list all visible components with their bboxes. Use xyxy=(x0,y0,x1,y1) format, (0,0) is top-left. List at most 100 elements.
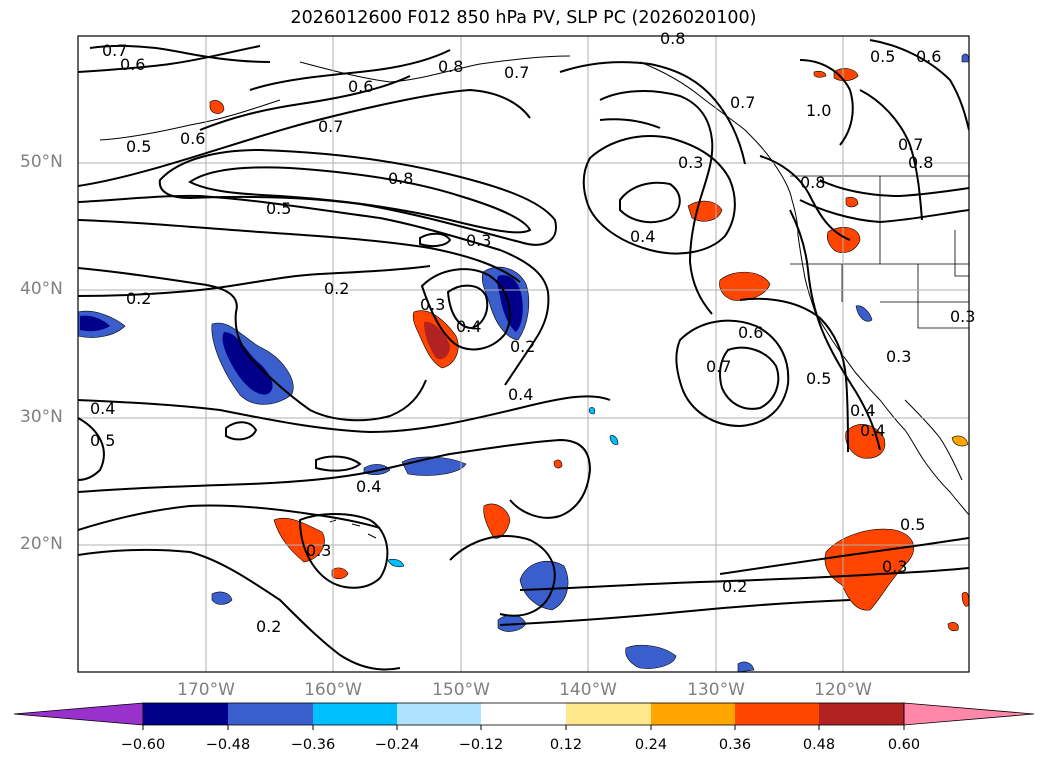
contour-label: 0.6 xyxy=(738,323,763,342)
contour-label: 0.6 xyxy=(120,55,145,74)
hawaii-island xyxy=(329,519,377,539)
contour-line xyxy=(158,148,557,246)
contour-line xyxy=(599,118,661,129)
contour-label: 0.2 xyxy=(256,617,281,636)
contour-label: 0.5 xyxy=(126,137,151,156)
lon-label: 140°W xyxy=(559,680,617,700)
negative-pv-blob xyxy=(961,53,969,63)
state-borders xyxy=(790,176,969,329)
contour-label: 0.7 xyxy=(898,135,923,154)
contour-label: 0.4 xyxy=(850,401,875,420)
contour-line xyxy=(789,209,881,451)
positive-pv-blob xyxy=(813,70,827,78)
lat-label: 50°N xyxy=(20,152,63,172)
colorbar-outline xyxy=(142,702,905,726)
contour-label: 0.3 xyxy=(678,153,703,172)
contour-label: 0.4 xyxy=(356,477,381,496)
contour-line xyxy=(78,219,521,283)
contour-line xyxy=(249,49,451,91)
contour-line xyxy=(519,567,969,591)
contour-label: 0.2 xyxy=(126,289,151,308)
contour-label: 0.3 xyxy=(882,557,907,576)
contour-label: 0.7 xyxy=(318,117,343,136)
contour-line xyxy=(78,267,427,422)
contour-label: 0.8 xyxy=(908,153,933,172)
contour-line xyxy=(499,599,851,626)
contour-line xyxy=(799,59,854,146)
contour-line xyxy=(759,155,851,241)
contour-labels: 0.7 0.6 0.5 0.6 0.6 0.7 0.8 0.5 0.3 0.2 … xyxy=(90,29,975,636)
negative-pv-core xyxy=(80,315,110,332)
contour-line xyxy=(446,284,489,330)
contour-line xyxy=(619,181,681,224)
negative-pv-blob xyxy=(625,644,677,669)
contour-label: 0.2 xyxy=(722,577,747,596)
colorbar-extend-min xyxy=(13,702,144,726)
contour-label: 0.3 xyxy=(466,231,491,250)
contour-label: 0.2 xyxy=(510,337,535,356)
lon-label: 130°W xyxy=(687,680,745,700)
negative-pv-blob xyxy=(737,661,755,672)
colorbar-segment xyxy=(313,703,397,725)
contour-label: 0.5 xyxy=(870,47,895,66)
contour-label: 0.2 xyxy=(324,279,349,298)
colorbar-tick-label: 0.24 xyxy=(634,737,668,753)
positive-pv-blob xyxy=(826,227,861,253)
colorbar-tick-label: −0.60 xyxy=(120,737,166,753)
positive-pv-blob xyxy=(719,271,771,301)
contour-label: 0.4 xyxy=(630,227,655,246)
contour-label: 0.5 xyxy=(806,369,831,388)
contour-label: 0.5 xyxy=(266,199,291,218)
colorbar-segment xyxy=(735,703,819,725)
contour-line xyxy=(78,438,592,519)
contour-label: 0.6 xyxy=(180,129,205,148)
positive-pv-blob xyxy=(687,200,723,222)
positive-pv-blob xyxy=(845,196,859,208)
aleutian-islands xyxy=(99,99,281,141)
contour-line xyxy=(78,194,550,386)
contour-line xyxy=(199,75,411,131)
contour-label: 0.3 xyxy=(950,307,975,326)
contour-label: 0.4 xyxy=(508,385,533,404)
positive-pv-blob xyxy=(961,591,969,607)
negative-pv-blob xyxy=(401,456,467,476)
positive-pv-blob xyxy=(483,503,511,539)
contour-line xyxy=(225,421,258,441)
pv-shading xyxy=(78,53,969,672)
colorbar-segment xyxy=(481,703,566,725)
contour-label: 0.4 xyxy=(456,317,481,336)
contour-line xyxy=(188,166,532,234)
contour-label: 0.5 xyxy=(90,431,115,450)
colorbar-segment xyxy=(143,703,228,725)
contour-line xyxy=(298,513,389,589)
contour-label: 0.6 xyxy=(348,77,373,96)
contour-label: 0.7 xyxy=(102,41,127,60)
contour-line xyxy=(78,88,531,187)
colorbar-segment xyxy=(819,703,904,725)
contour-label: 1.0 xyxy=(806,101,831,120)
contour-label: 0.4 xyxy=(90,399,115,418)
colorbar-segment xyxy=(228,703,313,725)
contour-label: 0.8 xyxy=(388,169,413,188)
lon-label: 160°W xyxy=(304,680,362,700)
contour-label: 0.8 xyxy=(438,57,463,76)
lat-label: 30°N xyxy=(20,407,63,427)
contour-label: 0.8 xyxy=(800,173,825,192)
colorbar-tick-label: −0.48 xyxy=(205,737,251,753)
graticule xyxy=(78,36,969,672)
colorbar-segment xyxy=(397,703,481,725)
contour-label: 0.3 xyxy=(306,541,331,560)
slp-contours xyxy=(78,39,969,671)
negative-pv-blob xyxy=(519,560,569,611)
contour-line xyxy=(675,319,790,428)
contour-line xyxy=(739,297,849,453)
contour-line xyxy=(315,455,362,472)
contour-line xyxy=(78,417,105,481)
colorbar-tick-label: 0.12 xyxy=(549,737,583,753)
positive-pv-blob xyxy=(951,435,969,447)
contour-line xyxy=(859,89,923,221)
contour-line xyxy=(719,346,780,410)
contour-line xyxy=(819,179,969,198)
negative-pv-blob xyxy=(609,435,619,445)
